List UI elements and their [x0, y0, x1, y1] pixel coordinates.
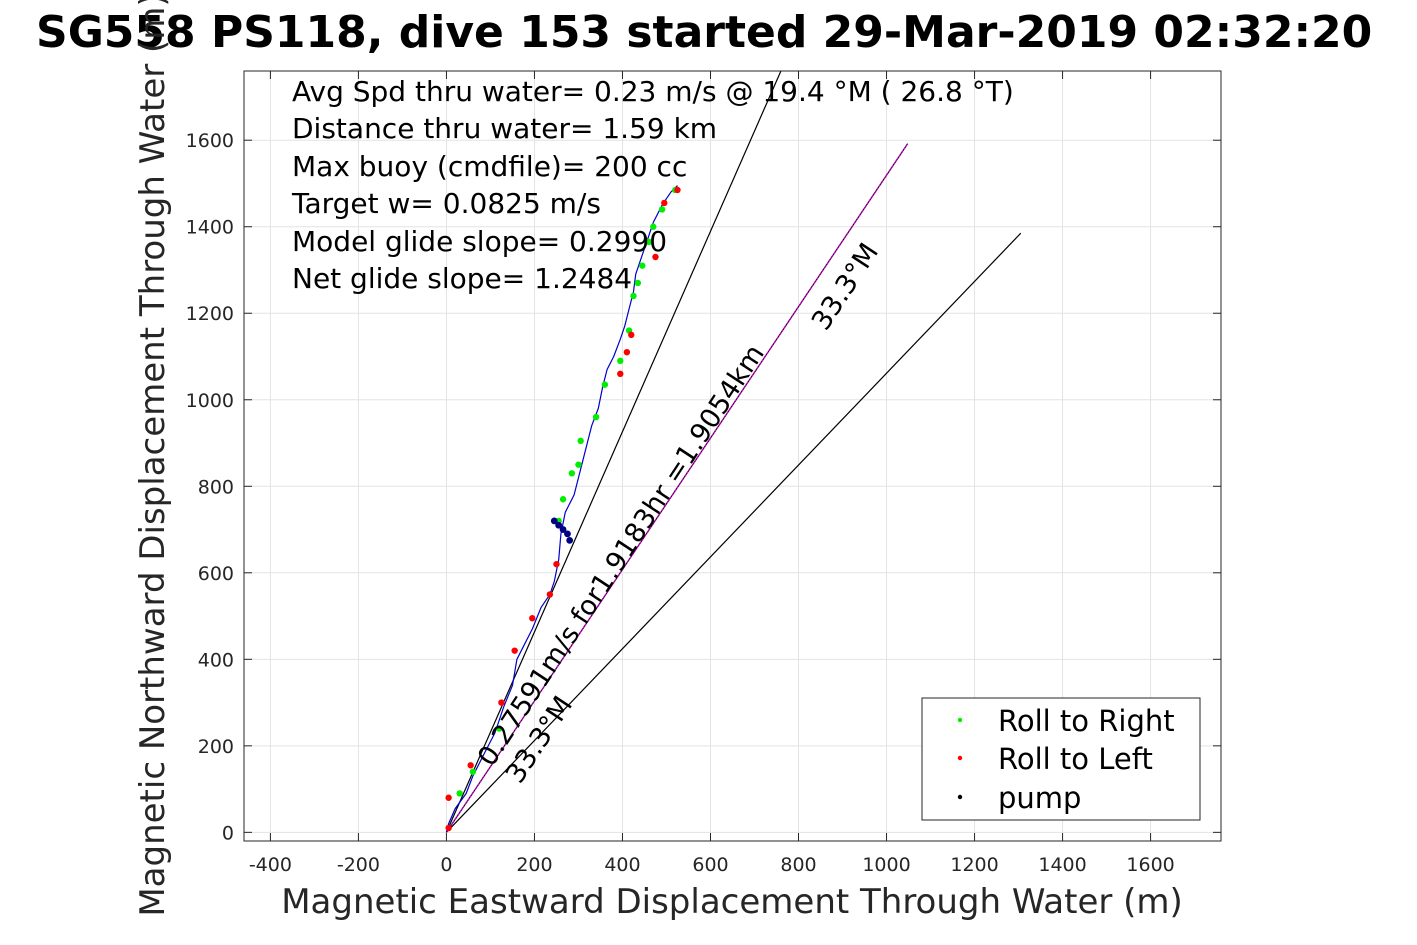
pump-point: [566, 536, 574, 544]
roll-right-point: [634, 279, 642, 287]
roll-left-point: [546, 591, 554, 598]
roll-right-point: [559, 496, 567, 503]
roll-left-point: [553, 560, 560, 568]
legend-marker-pump: [957, 794, 963, 800]
y-tick-label: 0: [222, 822, 234, 844]
roll-right-point: [592, 413, 600, 421]
x-tick-label: 400: [604, 854, 640, 876]
annotations: Avg Spd thru water= 0.23 m/s @ 19.4 °M (…: [291, 75, 1014, 295]
annotation-max-buoy: Max buoy (cmdfile)= 200 cc: [292, 150, 687, 183]
pump-point: [555, 521, 563, 529]
annotation-distance: Distance thru water= 1.59 km: [292, 112, 717, 145]
heading-wedge: [445, 70, 1022, 833]
legend: Roll to Right Roll to Left pump: [921, 697, 1201, 821]
legend-label-roll-left: Roll to Left: [998, 742, 1153, 776]
roll-left-point: [617, 370, 624, 378]
wedge-right-line: [446, 232, 1022, 833]
annotation-net-glide: Net glide slope= 1.2484: [292, 262, 632, 295]
legend-marker-roll-left: [957, 755, 963, 761]
roll-left-point: [674, 186, 681, 194]
x-tick-label: 0: [440, 854, 452, 876]
x-tick-label: 600: [692, 854, 728, 876]
plot-frame: [243, 70, 1222, 842]
x-tick-label: 800: [780, 854, 816, 876]
roll-left-point: [467, 762, 474, 769]
roll-left-point: [511, 647, 518, 654]
y-tick-label: 400: [198, 649, 234, 671]
x-tick-label: 200: [516, 854, 552, 876]
roll-right-point: [575, 461, 582, 468]
roll-left-point: [623, 348, 631, 356]
legend-box: [921, 697, 1201, 821]
legend-marker-roll-right: [957, 717, 963, 723]
y-axis-ticks: 0 200 400 600 800 1000 1200 1400 1600: [186, 130, 1221, 844]
annotation-avg-speed: Avg Spd thru water= 0.23 m/s @ 19.4 °M (…: [292, 75, 1014, 108]
roll-left-point: [628, 331, 635, 339]
pump-point: [559, 526, 567, 533]
roll-left-point: [652, 253, 659, 261]
grid: [244, 71, 1221, 841]
y-tick-label: 1200: [186, 303, 234, 325]
roll-right-point: [617, 357, 624, 365]
roll-right-point: [630, 292, 637, 300]
y-tick-label: 800: [198, 476, 234, 498]
y-tick-label: 1400: [186, 217, 234, 239]
roll-right-point: [496, 725, 503, 732]
y-tick-label: 1000: [186, 390, 234, 412]
roll-right-point: [639, 262, 646, 269]
roll-right-point: [456, 790, 463, 797]
roll-right-point: [601, 381, 609, 388]
legend-label-roll-right: Roll to Right: [998, 704, 1175, 738]
annotation-model-glide: Model glide slope= 0.2990: [292, 225, 667, 258]
annotation-target-w: Target w= 0.0825 m/s: [291, 187, 601, 220]
roll-right-point: [658, 206, 666, 213]
chart-title: SG558 PS118, dive 153 started 29-Mar-201…: [36, 7, 1372, 58]
roll-left-point: [445, 824, 452, 832]
y-tick-label: 1600: [186, 130, 234, 152]
x-tick-label: -200: [337, 854, 380, 876]
roll-right-point: [577, 437, 584, 445]
roll-left-point: [661, 199, 668, 207]
x-tick-label: 1200: [950, 854, 998, 876]
roll-right-point: [469, 768, 477, 775]
roll-left-point: [529, 615, 536, 622]
legend-label-pump: pump: [998, 781, 1081, 815]
x-axis-label: Magnetic Eastward Displacement Through W…: [281, 882, 1183, 922]
roll-right-point: [645, 238, 653, 246]
pump-point: [564, 530, 571, 538]
current-line: [445, 143, 909, 833]
y-tick-label: 600: [198, 563, 234, 585]
x-tick-label: 1600: [1126, 854, 1174, 876]
x-tick-label: -400: [249, 854, 292, 876]
roll-left-point: [498, 699, 505, 706]
roll-right-point: [650, 223, 657, 230]
y-axis-label: Magnetic Northward Displacement Through …: [133, 0, 173, 917]
y-tick-label: 200: [198, 736, 234, 758]
roll-right-point: [568, 470, 576, 477]
glider-track: [445, 185, 678, 833]
track-line: [445, 185, 678, 833]
pump-point: [550, 517, 558, 525]
x-axis-ticks: -400 -200 0 200 400 600 800 1000 1200 1400 1600: [249, 71, 1175, 876]
x-tick-label: 1000: [862, 854, 910, 876]
roll-left-point: [445, 794, 452, 801]
roll-markers: [445, 186, 681, 832]
x-tick-label: 1400: [1038, 854, 1086, 876]
